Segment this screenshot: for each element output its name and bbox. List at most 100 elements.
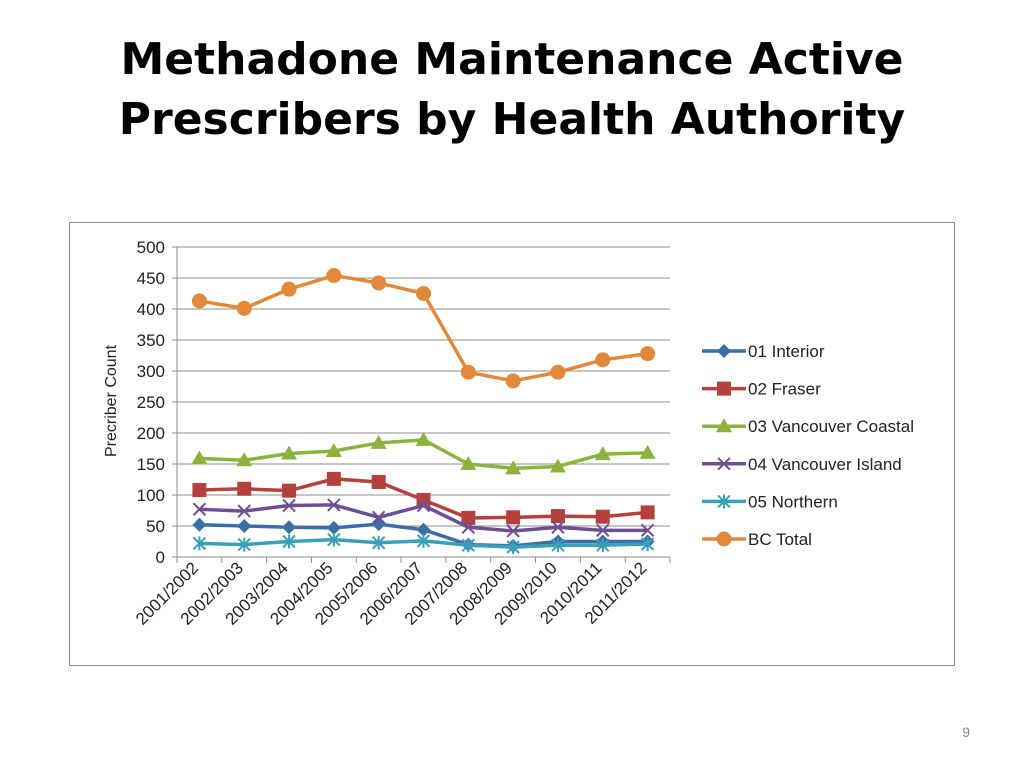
legend-entry: 05 Northern — [702, 492, 838, 511]
data-point — [549, 458, 566, 473]
data-point — [596, 523, 610, 538]
legend-label: 05 Northern — [748, 492, 838, 511]
data-point — [282, 520, 297, 535]
data-point — [461, 510, 476, 525]
chart-frame: 0 50 100 150 200 250 300 350 400 450 500 2001/2002… — [69, 222, 955, 666]
data-point — [236, 452, 253, 467]
data-point — [505, 460, 522, 475]
legend-entry: 04 Vancouver Island — [702, 455, 902, 474]
y-tick-label: 300 — [137, 362, 165, 381]
data-point — [640, 505, 655, 520]
x-tick-labels: 2001/20022002/20032003/20042004/20052005… — [132, 558, 650, 628]
y-tick-label: 250 — [137, 393, 165, 412]
legend-marker — [717, 344, 731, 358]
data-point — [325, 442, 342, 457]
series-05-northern — [192, 532, 655, 555]
legend-entry: 01 Interior — [702, 342, 825, 361]
data-point — [191, 293, 207, 309]
data-point — [460, 456, 477, 470]
legend-entry: 03 Vancouver Coastal — [702, 417, 914, 436]
gridlines — [177, 246, 670, 527]
data-point — [639, 444, 656, 459]
y-tick-label: 450 — [137, 269, 165, 288]
data-point — [370, 434, 387, 449]
data-point — [237, 481, 252, 496]
data-point — [640, 523, 655, 538]
y-tick-label: 0 — [156, 548, 165, 567]
data-point — [326, 520, 341, 535]
data-point — [461, 538, 476, 553]
data-point — [236, 300, 252, 316]
data-point — [282, 534, 296, 549]
data-point — [192, 483, 207, 498]
data-point — [281, 281, 297, 297]
data-point — [192, 517, 207, 532]
y-tick-label: 200 — [137, 424, 165, 443]
legend-marker — [717, 381, 731, 396]
legend-marker — [717, 494, 731, 509]
y-tick-label: 150 — [137, 455, 165, 474]
data-point — [551, 538, 565, 553]
data-point — [281, 445, 298, 460]
data-point — [506, 510, 521, 525]
data-point — [506, 524, 520, 538]
data-point — [327, 498, 341, 512]
y-tick-label: 400 — [137, 300, 165, 319]
data-point — [415, 431, 432, 446]
series-04-vancouver-island — [192, 498, 655, 538]
data-point — [416, 498, 431, 513]
data-point — [371, 275, 387, 291]
data-point — [371, 517, 386, 532]
data-point — [371, 510, 386, 525]
page-number: 9 — [962, 724, 970, 740]
data-point — [595, 352, 611, 368]
legend-marker — [716, 531, 732, 547]
y-tick-labels: 0 50 100 150 200 250 300 350 400 450 500 — [137, 238, 165, 567]
data-point — [460, 364, 476, 380]
data-point — [640, 536, 655, 551]
legend-label: 04 Vancouver Island — [748, 455, 902, 474]
data-point — [327, 532, 341, 547]
data-point — [506, 540, 520, 555]
legend-entry: BC Total — [702, 530, 812, 549]
data-point — [371, 535, 386, 550]
data-point — [505, 373, 521, 389]
y-tick-label: 100 — [137, 486, 165, 505]
data-point — [371, 474, 386, 489]
series-lines — [191, 268, 656, 555]
data-point — [594, 446, 611, 461]
data-point — [416, 286, 431, 301]
slide-title-line-1: Methadone Maintenance Active — [120, 34, 904, 85]
series-02-fraser — [192, 471, 655, 525]
data-point — [192, 536, 207, 551]
data-point — [237, 504, 251, 518]
data-point — [237, 537, 251, 552]
data-point — [326, 268, 342, 284]
slide-title-line-2: Prescribers by Health Authority — [118, 94, 906, 145]
data-point — [192, 502, 207, 516]
data-point — [550, 364, 566, 380]
data-point — [551, 520, 565, 534]
data-point — [416, 522, 431, 537]
y-tick-label: 350 — [137, 331, 165, 350]
data-point — [461, 520, 476, 534]
y-axis-label: Precriber Count — [103, 344, 120, 457]
legend-marker — [717, 457, 731, 471]
series-bc-total — [191, 268, 656, 389]
legend: 01 Interior 02 Fraser 03 Vancouver Coastal… — [702, 342, 914, 549]
data-point — [237, 519, 252, 533]
y-tick-label: 500 — [137, 238, 165, 257]
data-point — [640, 346, 656, 362]
slide-title: Methadone Maintenance Active Prescribers… — [0, 30, 1024, 150]
data-point — [326, 471, 341, 486]
data-point — [595, 509, 610, 524]
data-point — [282, 498, 296, 513]
line-chart: 0 50 100 150 200 250 300 350 400 450 500 2001/2002… — [103, 238, 914, 629]
data-point — [191, 450, 208, 465]
data-point — [416, 533, 431, 548]
legend-label: 02 Fraser — [748, 380, 821, 399]
legend-label: 01 Interior — [748, 342, 825, 361]
legend-label: BC Total — [748, 530, 812, 549]
legend-entry: 02 Fraser — [702, 380, 821, 399]
data-point — [596, 538, 610, 553]
